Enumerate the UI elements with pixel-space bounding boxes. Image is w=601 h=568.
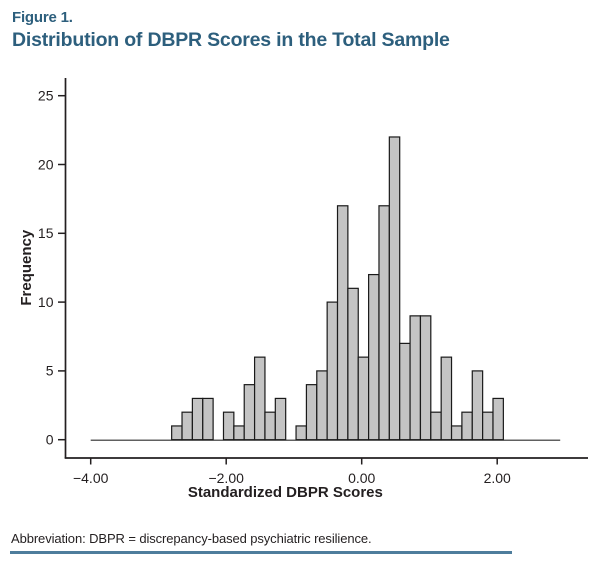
histogram-bar	[388, 136, 401, 441]
x-tick-label: 2.00	[484, 470, 511, 486]
figure-label: Figure 1.	[12, 9, 73, 26]
histogram-bar	[233, 425, 245, 441]
histogram-bar	[336, 205, 349, 441]
x-tick-label: −4.00	[73, 470, 109, 486]
histogram-bar	[305, 384, 318, 441]
x-tick-label: −2.00	[208, 470, 244, 486]
x-tick-label: 0.00	[348, 470, 375, 486]
histogram-bar	[399, 342, 411, 441]
histogram-bar	[440, 356, 453, 441]
histogram-bar	[191, 397, 204, 441]
histogram-bar	[430, 411, 442, 441]
figure-footnote: Abbreviation: DBPR = discrepancy-based p…	[11, 531, 372, 546]
histogram-bar	[368, 273, 380, 441]
footer-divider	[10, 551, 512, 554]
histogram-bar	[450, 425, 463, 441]
histogram-bar	[461, 411, 473, 441]
y-axis-title: Frequency	[18, 229, 35, 306]
figure-title: Distribution of DBPR Scores in the Total…	[12, 29, 450, 51]
histogram-bar	[202, 397, 214, 441]
y-tick-label: 20	[38, 156, 54, 172]
y-tick-label: 25	[38, 88, 54, 104]
chart-area: 0 5 10 15 20 25 −4.00 −2.00 0.00 2.00 Frequency Sta…	[0, 60, 601, 510]
histogram-bar	[253, 356, 266, 441]
histogram-bar	[378, 205, 390, 441]
histogram-bar	[222, 411, 235, 441]
histogram-bar	[295, 425, 308, 441]
histogram-bar	[482, 411, 494, 441]
y-tick-label: 15	[38, 225, 54, 241]
histogram-bar	[274, 397, 287, 441]
histogram-bar	[243, 384, 256, 441]
y-tick-label: 10	[38, 294, 54, 310]
y-tick-label: 5	[46, 363, 54, 379]
histogram-bar	[316, 370, 328, 441]
histogram-bar	[181, 411, 193, 441]
histogram-bar	[347, 287, 359, 441]
histogram-bar	[409, 315, 422, 441]
histogram-bar	[492, 397, 504, 441]
y-tick-label: 0	[46, 432, 54, 448]
histogram-bar	[357, 356, 370, 441]
x-axis-title: Standardized DBPR Scores	[188, 484, 383, 501]
histogram-bar	[471, 370, 484, 441]
histogram-bar	[171, 425, 183, 441]
histogram-bar	[264, 411, 276, 441]
histogram-bar	[419, 315, 432, 441]
histogram-bar	[326, 301, 339, 441]
histogram-chart: 0 5 10 15 20 25 −4.00 −2.00 0.00 2.00 Frequency Sta…	[18, 78, 588, 501]
